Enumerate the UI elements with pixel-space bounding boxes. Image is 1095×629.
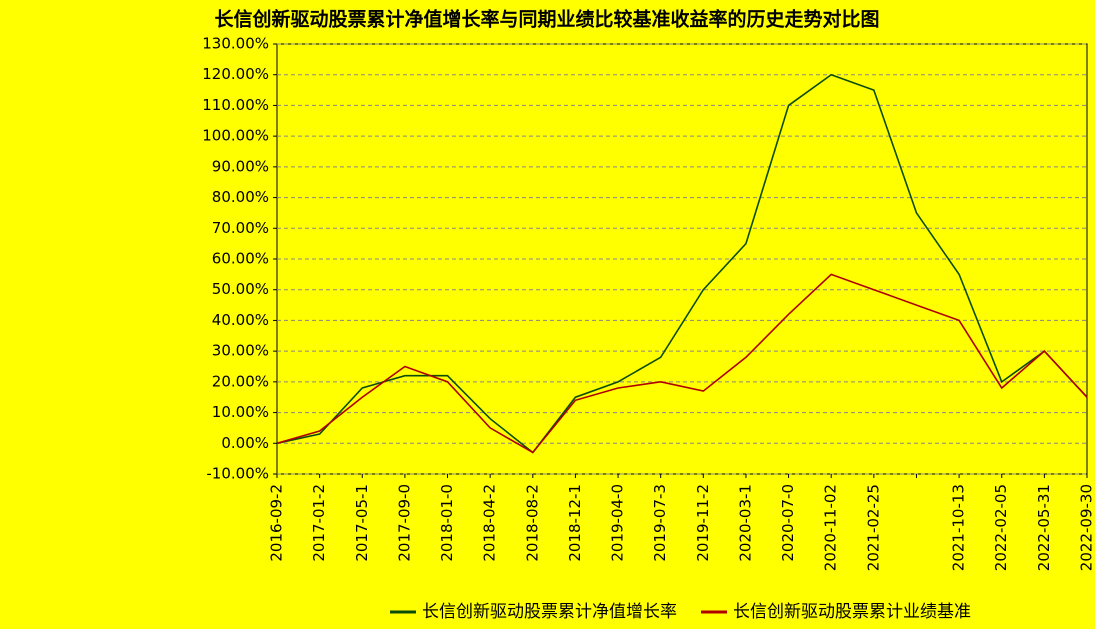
x-tick-label: 2021-10-13 bbox=[950, 484, 968, 571]
y-tick-label: 40.00% bbox=[212, 311, 269, 329]
legend-label: 长信创新驱动股票累计业绩基准 bbox=[733, 602, 971, 622]
x-tick-label: 2020-11-02 bbox=[822, 484, 840, 571]
legend-label: 长信创新驱动股票累计净值增长率 bbox=[422, 602, 677, 622]
x-tick-label: 2016-09-2 bbox=[268, 484, 286, 562]
y-tick-label: 90.00% bbox=[212, 157, 269, 175]
y-tick-label: 80.00% bbox=[212, 188, 269, 206]
x-tick-label: 2019-04-0 bbox=[609, 484, 627, 562]
y-tick-label: 0.00% bbox=[221, 434, 269, 452]
x-tick-label: 2017-01-2 bbox=[310, 484, 328, 562]
x-tick-label: 2022-02-05 bbox=[992, 484, 1010, 571]
x-tick-label: 2018-01-0 bbox=[438, 484, 456, 562]
y-tick-label: 60.00% bbox=[212, 250, 269, 268]
page: 长信创新驱动股票累计净值增长率与同期业绩比较基准收益率的历史走势对比图 -10.… bbox=[0, 0, 1095, 629]
chart: 长信创新驱动股票累计净值增长率与同期业绩比较基准收益率的历史走势对比图 -10.… bbox=[0, 0, 1095, 629]
chart-title: 长信创新驱动股票累计净值增长率与同期业绩比较基准收益率的历史走势对比图 bbox=[214, 8, 879, 31]
x-tick-label: 2018-04-2 bbox=[481, 484, 499, 562]
x-tick-label: 2022-05-31 bbox=[1035, 484, 1053, 571]
y-tick-label: -10.00% bbox=[206, 465, 269, 483]
x-tick-label: 2018-08-2 bbox=[523, 484, 541, 562]
x-tick-label: 2020-03-1 bbox=[736, 484, 754, 562]
x-tick-label: 2019-07-3 bbox=[651, 484, 669, 562]
x-tick-label: 2022-09-30 bbox=[1078, 484, 1095, 571]
x-tick-label: 2021-02-25 bbox=[864, 484, 882, 571]
x-tick-label: 2020-07-0 bbox=[779, 484, 797, 562]
y-tick-label: 110.00% bbox=[202, 96, 269, 114]
y-tick-label: 10.00% bbox=[212, 403, 269, 421]
x-tick-label: 2017-09-0 bbox=[395, 484, 413, 562]
y-tick-label: 50.00% bbox=[212, 280, 269, 298]
x-tick-label: 2017-05-1 bbox=[353, 484, 371, 562]
y-tick-label: 30.00% bbox=[212, 342, 269, 360]
y-tick-label: 130.00% bbox=[202, 35, 269, 53]
background bbox=[0, 0, 1095, 629]
y-tick-label: 100.00% bbox=[202, 127, 269, 145]
x-tick-label: 2018-12-1 bbox=[566, 484, 584, 562]
y-tick-label: 120.00% bbox=[202, 65, 269, 83]
x-tick-label: 2019-11-2 bbox=[694, 484, 712, 562]
y-tick-label: 20.00% bbox=[212, 372, 269, 390]
y-tick-label: 70.00% bbox=[212, 219, 269, 237]
